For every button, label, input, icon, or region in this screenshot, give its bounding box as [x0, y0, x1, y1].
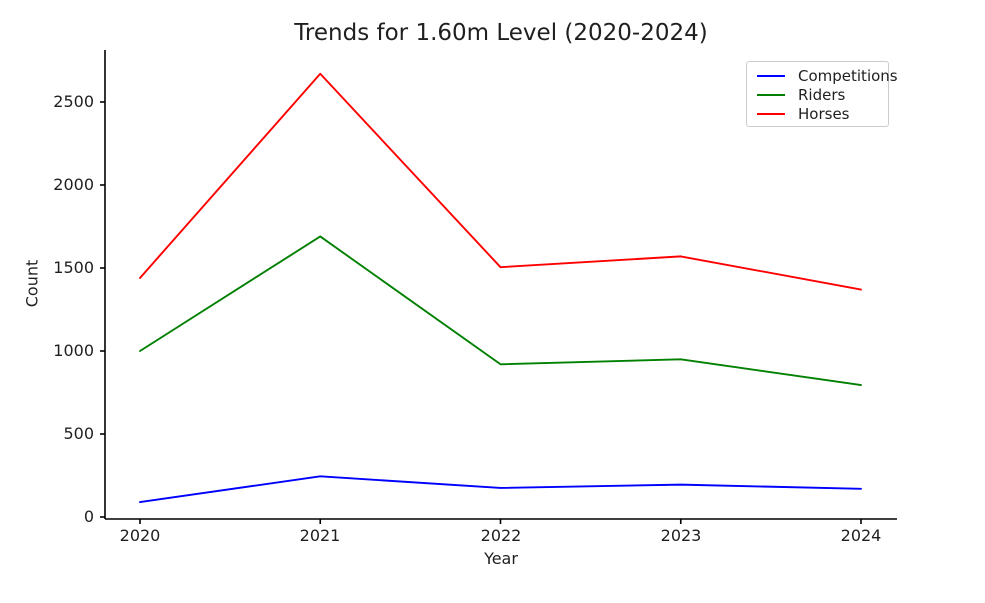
- y-tick-label-500: 500: [63, 424, 94, 443]
- x-axis-label: Year: [484, 549, 518, 568]
- y-tick-label-0: 0: [83, 507, 94, 526]
- riders-line-swatch: [757, 93, 785, 96]
- legend: Competitions Riders Horses: [746, 61, 898, 127]
- horses-line-swatch: [757, 112, 785, 115]
- series-line-competitions: [139, 475, 862, 504]
- y-tick-label-1500: 1500: [53, 258, 94, 277]
- series-line-riders: [139, 235, 862, 386]
- y-axis-label: Count: [22, 259, 42, 308]
- legend-item-horses: Horses: [747, 104, 888, 123]
- legend-label: Horses: [798, 104, 850, 123]
- y-tick-label-1000: 1000: [53, 341, 94, 360]
- legend-item-riders: Riders: [747, 85, 888, 104]
- legend-label: Competitions: [798, 66, 898, 85]
- chart-title: Trends for 1.60m Level (2020-2024): [294, 20, 708, 46]
- x-tick-label-2024: 2024: [840, 526, 882, 545]
- legend-item-competitions: Competitions: [747, 66, 898, 85]
- series-line-horses: [139, 72, 862, 291]
- y-tick-label-2000: 2000: [53, 175, 94, 194]
- x-tick-label-2022: 2022: [480, 526, 522, 545]
- x-tick-label-2023: 2023: [660, 526, 702, 545]
- competitions-line-swatch: [757, 74, 785, 77]
- x-tick-label-2021: 2021: [299, 526, 341, 545]
- x-tick-label-2020: 2020: [119, 526, 161, 545]
- legend-label: Riders: [798, 85, 846, 104]
- y-tick-label-2500: 2500: [53, 92, 94, 111]
